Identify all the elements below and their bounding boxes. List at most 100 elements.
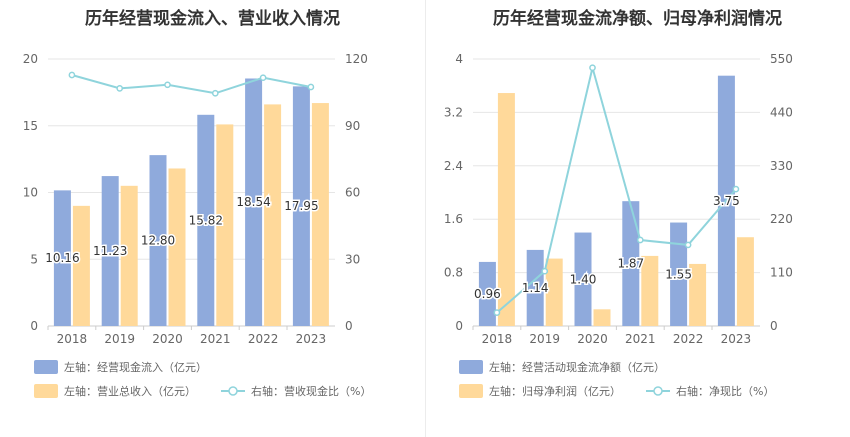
x-tick-label: 2022 — [673, 332, 704, 346]
chart-svg-left: 0 5 10 15 20 0 30 60 90 120 2018 2019 2020 2021 2022 20… — [23, 52, 371, 398]
legend-swatch-primary — [459, 360, 483, 374]
ratio-line-point — [116, 85, 124, 92]
legend-swatch-secondary — [34, 384, 58, 398]
y-right-tick-label: 110 — [770, 266, 793, 280]
bar-primary — [478, 261, 496, 326]
bar-data-label: 1.55 — [665, 267, 692, 281]
ratio-line-point — [493, 309, 501, 316]
ratio-line-point — [68, 71, 76, 79]
x-tick-label: 2018 — [482, 332, 513, 346]
bar-data-label: 1.14 — [522, 281, 549, 295]
y-left-tick-label: 2.4 — [444, 159, 463, 173]
bar-secondary — [120, 185, 138, 326]
bar-primary — [245, 78, 263, 326]
bar-primary — [670, 222, 688, 326]
bar-primary — [53, 190, 71, 326]
y-left-tick-label: 5 — [30, 252, 38, 266]
bar-secondary — [264, 104, 282, 326]
ratio-line-point — [211, 89, 219, 97]
x-tick-label: 2022 — [248, 332, 279, 346]
bar-data-label: 17.95 — [284, 199, 318, 213]
legend-swatch-line-marker — [228, 386, 238, 396]
bar-secondary — [168, 168, 186, 326]
bar-primary — [149, 155, 167, 326]
bar-data-label: 3.75 — [713, 194, 740, 208]
ratio-line-point — [164, 81, 171, 89]
y-right-tick-label: 440 — [770, 105, 793, 119]
x-tick-label: 2021 — [200, 332, 231, 346]
y-right-tick-label: 330 — [770, 159, 793, 173]
y-left-tick-label: 3.2 — [444, 105, 463, 119]
bar-secondary — [311, 103, 329, 327]
bar-secondary — [736, 237, 754, 326]
bar-secondary — [689, 263, 707, 326]
x-tick-label: 2020 — [577, 332, 608, 346]
bar-secondary — [593, 309, 611, 326]
legend-label-secondary: 左轴：营业总收入（亿元） — [64, 384, 196, 398]
legend-label-line: 右轴：净现比（%） — [676, 384, 774, 398]
x-tick-label: 2020 — [152, 332, 183, 346]
y-left-tick-label: 0 — [30, 319, 38, 333]
bar-primary — [526, 249, 544, 326]
legend-swatch-line-marker — [653, 386, 663, 396]
x-tick-label: 2023 — [721, 332, 752, 346]
chart-title-right: 历年经营现金流净额、归母净利润情况 — [493, 9, 782, 29]
x-tick-label: 2018 — [57, 332, 88, 346]
bar-primary — [292, 86, 310, 327]
y-left-tick-label: 15 — [23, 119, 38, 133]
chart-panel-left: 历年经营现金流入、营业收入情况 0 5 10 15 20 0 30 60 90 120 2018 20… — [23, 9, 371, 398]
bar-secondary — [72, 205, 90, 326]
bar-data-label: 12.80 — [141, 234, 175, 248]
ratio-line — [71, 74, 312, 95]
x-tick-label: 2019 — [529, 332, 560, 346]
bar-data-label: 10.16 — [45, 251, 79, 265]
ratio-line-point — [541, 267, 549, 275]
bar-secondary — [497, 93, 515, 326]
bar-data-label: 18.54 — [236, 195, 270, 209]
y-right-tick-label: 220 — [770, 212, 793, 226]
legend-label-line: 右轴：营收现金比（%） — [251, 384, 371, 398]
legend-label-primary: 左轴：经营现金流入（亿元） — [64, 360, 207, 374]
x-tick-label: 2019 — [104, 332, 135, 346]
ratio-line-point — [732, 185, 740, 193]
y-left-tick-label: 20 — [23, 52, 38, 66]
y-right-tick-label: 550 — [770, 52, 793, 66]
legend-label-secondary: 左轴：归母净利润（亿元） — [489, 384, 621, 398]
bar-primary — [574, 232, 592, 326]
bar-primary — [197, 114, 215, 326]
bar-data-label: 1.87 — [617, 257, 644, 271]
bar-primary — [622, 201, 640, 326]
chart-panel-right: 历年经营现金流净额、归母净利润情况 0 0.8 1.6 2.4 3.2 4 0 110 220 3… — [425, 0, 850, 437]
y-right-tick-label: 0 — [770, 319, 778, 333]
chart-svg-right: 0 0.8 1.6 2.4 3.2 4 0 110 220 330 440 550 2018 2019 20… — [444, 52, 793, 398]
y-right-tick-label: 30 — [345, 252, 360, 266]
ratio-line-point — [684, 241, 692, 249]
y-left-tick-label: 0 — [455, 319, 463, 333]
x-tick-label: 2021 — [625, 332, 656, 346]
y-left-tick-label: 4 — [455, 52, 463, 66]
y-left-tick-label: 10 — [23, 186, 38, 200]
y-right-tick-label: 120 — [345, 52, 368, 66]
bar-data-label: 11.23 — [93, 244, 127, 258]
bar-data-label: 15.82 — [189, 213, 223, 227]
legend-swatch-secondary — [459, 384, 483, 398]
ratio-line-point — [589, 64, 596, 72]
bar-data-label: 0.96 — [474, 287, 501, 301]
x-tick-label: 2023 — [296, 332, 327, 346]
y-right-tick-label: 0 — [345, 319, 353, 333]
chart-title-left: 历年经营现金流入、营业收入情况 — [85, 9, 340, 29]
bar-data-label: 1.40 — [570, 272, 597, 286]
bar-secondary — [641, 255, 659, 326]
ratio-line-point — [307, 83, 315, 91]
y-left-tick-label: 1.6 — [444, 212, 463, 226]
bar-secondary — [216, 124, 234, 326]
ratio-line-point — [636, 236, 644, 244]
legend-label-primary: 左轴：经营活动现金流净额（亿元） — [489, 360, 665, 374]
ratio-line — [496, 67, 737, 314]
legend-swatch-primary — [34, 360, 58, 374]
ratio-line-point — [259, 74, 267, 82]
y-right-tick-label: 60 — [345, 186, 360, 200]
bar-primary — [101, 176, 119, 326]
y-right-tick-label: 90 — [345, 119, 360, 133]
panel-divider — [425, 0, 426, 437]
